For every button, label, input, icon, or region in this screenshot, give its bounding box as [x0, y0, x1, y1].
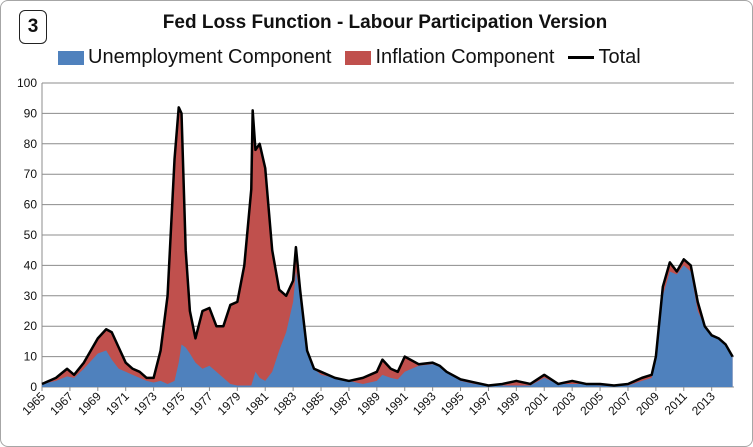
x-tick-label: 1993	[410, 389, 439, 418]
x-tick-label: 1971	[103, 389, 132, 418]
y-tick-label: 20	[24, 319, 38, 333]
y-tick-label: 40	[24, 258, 38, 272]
total-line	[41, 106, 734, 387]
y-tick-label: 80	[24, 137, 38, 151]
legend-swatch-total	[568, 56, 595, 59]
figure-number-badge: 3	[19, 10, 47, 44]
x-tick-label: 1985	[298, 389, 327, 418]
x-tick-label: 1979	[215, 389, 244, 418]
x-tick-label: 1997	[466, 389, 495, 418]
x-tick-label: 1981	[243, 389, 272, 418]
y-tick-label: 10	[24, 350, 38, 364]
x-tick-label: 2011	[662, 389, 690, 417]
x-tick-label: 1969	[75, 389, 104, 418]
x-tick-label: 1987	[326, 389, 355, 418]
x-tick-label: 2005	[577, 389, 606, 418]
y-tick-label: 50	[24, 228, 38, 242]
y-tick-label: 90	[24, 106, 38, 120]
x-tick-label: 2001	[522, 389, 551, 418]
x-tick-label: 1977	[187, 389, 216, 418]
y-tick-label: 100	[17, 76, 37, 90]
y-tick-label: 30	[24, 289, 38, 303]
unemployment-component-area	[42, 265, 733, 387]
x-tick-label: 1965	[19, 389, 48, 418]
x-tick-label: 1973	[131, 389, 160, 418]
legend-label-total: Total	[598, 46, 641, 68]
legend-item-inflation: Inflation Component	[345, 46, 554, 69]
x-tick-label: 1989	[354, 389, 383, 418]
x-tick-label: 1983	[270, 389, 299, 418]
chart-title: Fed Loss Function - Labour Participation…	[162, 12, 608, 33]
y-tick-label: 60	[24, 198, 38, 212]
legend-swatch-inflation	[345, 50, 372, 65]
legend-swatch-unemployment	[58, 50, 84, 65]
legend-label-unemployment: Unemployment Component	[88, 46, 332, 68]
x-tick-label: 2009	[633, 389, 662, 418]
x-tick-label: 1975	[159, 389, 188, 418]
x-tick-label: 1967	[47, 389, 76, 418]
y-tick-label: 70	[24, 167, 38, 181]
x-tick-label: 2003	[550, 389, 579, 418]
inflation-component-area	[42, 107, 733, 387]
x-tick-label: 2013	[689, 389, 718, 418]
x-tick-label: 1991	[382, 389, 411, 418]
y-tick-label: 0	[30, 380, 37, 394]
chart-legend: Unemployment Component Inflation Compone…	[58, 46, 655, 69]
legend-label-inflation: Inflation Component	[375, 46, 555, 68]
legend-item-unemployment: Unemployment Component	[58, 46, 331, 69]
x-tick-label: 1995	[438, 389, 467, 418]
x-tick-label: 2007	[605, 389, 634, 418]
legend-item-total: Total	[568, 46, 641, 69]
x-tick-label: 1999	[494, 389, 523, 418]
